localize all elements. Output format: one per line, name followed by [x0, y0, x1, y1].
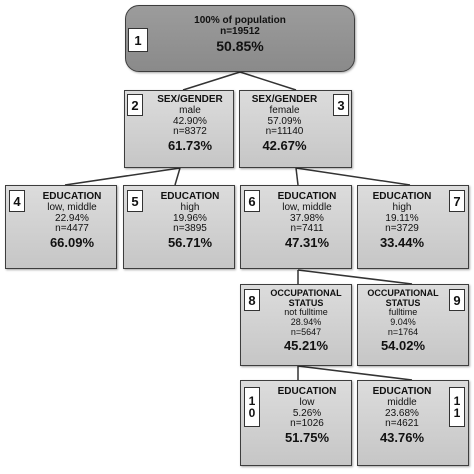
- node-1-index: 1: [128, 28, 148, 52]
- node-1-value: 50.85%: [216, 37, 264, 54]
- node-4-sub: low, middle: [47, 201, 97, 213]
- node-5-title: EDUCATION: [160, 191, 220, 202]
- node-10-pct: 5.26%: [292, 407, 322, 419]
- edge-1-2: [182, 71, 241, 91]
- node-1-title: 100% of population: [194, 15, 286, 26]
- node-9-index: 9: [449, 289, 465, 311]
- node-3-index: 3: [333, 94, 349, 116]
- node-5-sub: high: [180, 201, 200, 213]
- node-2-title: SEX/GENDER: [157, 94, 223, 105]
- node-3-value: 42.67%: [262, 138, 307, 154]
- node-2-index: 2: [127, 94, 143, 116]
- node-7-index: 7: [449, 190, 465, 212]
- node-3-n: n=11140: [265, 126, 304, 138]
- node-9-value: 54.02%: [380, 337, 426, 353]
- node-2-sub: male: [179, 104, 201, 116]
- node-7: 7 EDUCATION high 19.11% n=3729 33.44%: [357, 185, 469, 269]
- node-3-sub: female: [269, 104, 300, 116]
- node-5-pct: 19.96%: [173, 212, 207, 224]
- node-8-sub: not fulltime: [284, 307, 328, 318]
- node-11-title: EDUCATION: [372, 386, 432, 397]
- node-7-pct: 19.11%: [385, 212, 419, 224]
- node-11-index-bottom: 1: [453, 406, 461, 420]
- node-10-value: 51.75%: [284, 430, 330, 446]
- node-11-value: 43.76%: [379, 430, 425, 446]
- edge-3-6: [295, 167, 299, 186]
- node-11-pct: 23.68%: [385, 407, 419, 419]
- node-6-value: 47.31%: [284, 235, 330, 251]
- node-4-index: 4: [9, 190, 25, 212]
- node-11-index: 1 1: [449, 387, 465, 427]
- node-6-sub: low, middle: [282, 201, 332, 213]
- node-3: 3 SEX/GENDER female 57.09% n=11140 42.67…: [239, 90, 352, 168]
- node-6: 6 EDUCATION low, middle 37.98% n=7411 47…: [240, 185, 352, 269]
- node-9: 9 OCCUPATIONAL STATUS fulltime 9.04% n=1…: [357, 284, 469, 366]
- node-8-value: 45.21%: [283, 337, 329, 353]
- node-4: 4 EDUCATION low, middle 22.94% n=4477 66…: [5, 185, 117, 269]
- node-11-sub: middle: [387, 396, 417, 408]
- node-11: 1 1 EDUCATION middle 23.68% n=4621 43.76…: [357, 380, 469, 466]
- node-4-title: EDUCATION: [42, 191, 102, 202]
- node-6-pct: 37.98%: [290, 212, 324, 224]
- node-9-title: OCCUPATIONAL STATUS: [367, 288, 439, 308]
- edge-1-3: [239, 71, 297, 91]
- node-7-n: n=3729: [385, 223, 419, 235]
- node-1-n: n=19512: [220, 25, 260, 37]
- node-5: 5 EDUCATION high 19.96% n=3895 56.71%: [123, 185, 235, 269]
- node-5-index: 5: [127, 190, 143, 212]
- node-4-pct: 22.94%: [55, 212, 89, 224]
- node-2: 2 SEX/GENDER male 42.90% n=8372 61.73%: [124, 90, 234, 168]
- node-3-title: SEX/GENDER: [251, 94, 318, 105]
- node-8-pct: 28.94%: [290, 317, 322, 328]
- node-2-n: n=8372: [173, 126, 207, 138]
- node-8-index: 8: [244, 289, 260, 311]
- node-11-index-top: 1: [453, 394, 461, 408]
- node-9-n: n=1764: [387, 326, 419, 337]
- node-10-sub: low: [299, 396, 315, 408]
- edge-8-11: [297, 365, 413, 381]
- node-10-index-top: 1: [248, 394, 256, 408]
- node-8: 8 OCCUPATIONAL STATUS not fulltime 28.94…: [240, 284, 352, 366]
- edge-2-4: [64, 167, 181, 186]
- node-7-title: EDUCATION: [372, 191, 432, 202]
- node-5-value: 56.71%: [167, 235, 213, 251]
- node-10-n: n=1026: [290, 418, 324, 430]
- node-9-sub: fulltime: [388, 307, 418, 318]
- node-10-index: 1 0: [244, 387, 260, 427]
- node-7-value: 33.44%: [379, 235, 425, 251]
- node-9-pct: 9.04%: [390, 317, 416, 328]
- node-4-value: 66.09%: [49, 235, 95, 251]
- node-10-index-bottom: 0: [248, 406, 256, 420]
- node-10-title: EDUCATION: [277, 386, 337, 397]
- node-7-sub: high: [392, 201, 412, 213]
- node-11-n: n=4621: [385, 418, 419, 430]
- node-2-value: 61.73%: [167, 138, 213, 154]
- edge-2-5: [174, 167, 181, 186]
- node-5-n: n=3895: [173, 223, 207, 235]
- edge-3-7: [295, 167, 411, 186]
- node-8-n: n=5647: [290, 326, 322, 337]
- node-6-n: n=7411: [290, 223, 324, 235]
- node-1: 1 100% of population n=19512 50.85%: [125, 5, 355, 72]
- node-10: 1 0 EDUCATION low 5.26% n=1026 51.75%: [240, 380, 352, 466]
- node-3-pct: 57.09%: [267, 115, 302, 127]
- edge-6-9: [297, 269, 413, 285]
- node-6-index: 6: [244, 190, 260, 212]
- node-8-title: OCCUPATIONAL STATUS: [270, 288, 342, 308]
- node-6-title: EDUCATION: [277, 191, 337, 202]
- node-4-n: n=4477: [55, 223, 89, 235]
- node-2-pct: 42.90%: [173, 115, 207, 127]
